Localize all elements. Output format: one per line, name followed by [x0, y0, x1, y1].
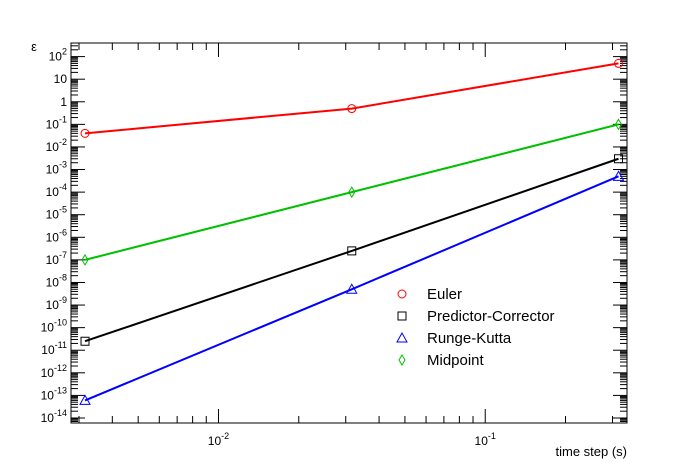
x-axis-title: time step (s) — [555, 444, 627, 459]
legend-marker-predictor-corrector — [397, 311, 407, 321]
y-tick-label: 10-2 — [46, 137, 67, 154]
y-tick-label: 10-3 — [46, 160, 67, 177]
legend-entry-midpoint: Midpoint — [398, 352, 485, 369]
data-point-midpoint — [81, 253, 89, 266]
y-tick-label: 10-14 — [41, 408, 67, 425]
data-point-predictor-corrector — [80, 336, 90, 346]
legend-marker-midpoint — [398, 354, 406, 366]
legend-label: Euler — [427, 286, 462, 303]
legend: Euler Predictor-Corrector Runge-Kutta Midpo… — [396, 286, 555, 369]
y-tick-label: 10-4 — [46, 182, 67, 199]
series-layer — [79, 58, 625, 405]
y-tick-label: 102 — [49, 47, 67, 64]
y-tick-label: 10-11 — [41, 340, 67, 357]
data-point-euler — [80, 128, 90, 138]
data-point-midpoint — [348, 186, 356, 199]
legend-label: Predictor-Corrector — [427, 308, 555, 325]
x-tick-label: 10-1 — [475, 431, 496, 448]
x-axis-ticks: 10-2 10-1 — [78, 43, 613, 448]
legend-marker-runge-kutta — [396, 331, 408, 343]
y-tick-label: 1 — [60, 95, 67, 109]
series-runge-kutta — [79, 170, 625, 405]
data-point-predictor-corrector — [614, 154, 624, 164]
y-tick-label: 10-7 — [46, 250, 67, 267]
y-tick-label: 10 — [54, 72, 68, 86]
data-point-euler — [614, 58, 624, 68]
series-line-euler — [84, 62, 619, 135]
series-line-runge-kutta — [84, 175, 619, 402]
legend-label: Runge-Kutta — [427, 330, 512, 347]
y-axis-ticks: 102 10 1 10-1 10-2 10-3 10-4 10-5 10-6 10-7 10-8 10… — [41, 42, 627, 425]
legend-label: Midpoint — [427, 352, 485, 369]
y-axis-title: ε — [31, 39, 37, 54]
series-euler — [80, 58, 624, 138]
y-tick-label: 10-10 — [41, 318, 67, 335]
y-tick-label: 10-6 — [46, 227, 67, 244]
y-tick-label: 10-13 — [41, 385, 67, 402]
y-tick-label: 10-1 — [46, 114, 67, 131]
series-line-midpoint — [84, 123, 619, 261]
y-tick-label: 10-8 — [46, 272, 67, 289]
plot-area-border — [70, 42, 628, 424]
data-point-runge-kutta — [612, 170, 625, 181]
series-midpoint — [81, 118, 623, 266]
y-tick-label: 10-9 — [46, 295, 67, 312]
y-tick-label: 10-5 — [46, 205, 67, 222]
legend-entry-runge-kutta: Runge-Kutta — [396, 330, 512, 347]
plot-frame — [70, 42, 628, 424]
data-point-euler — [347, 104, 357, 114]
data-point-runge-kutta — [79, 394, 91, 405]
legend-entry-euler: Euler — [397, 286, 462, 303]
series-line-predictor-corrector — [84, 157, 619, 343]
legend-entry-predictor-corrector: Predictor-Corrector — [397, 308, 555, 325]
series-predictor-corrector — [80, 154, 624, 346]
legend-marker-euler — [397, 289, 407, 299]
data-point-predictor-corrector — [347, 246, 357, 256]
data-point-midpoint — [614, 118, 623, 131]
y-tick-label: 10-12 — [41, 363, 67, 380]
x-tick-label: 10-2 — [208, 431, 229, 448]
data-point-runge-kutta — [345, 283, 358, 294]
